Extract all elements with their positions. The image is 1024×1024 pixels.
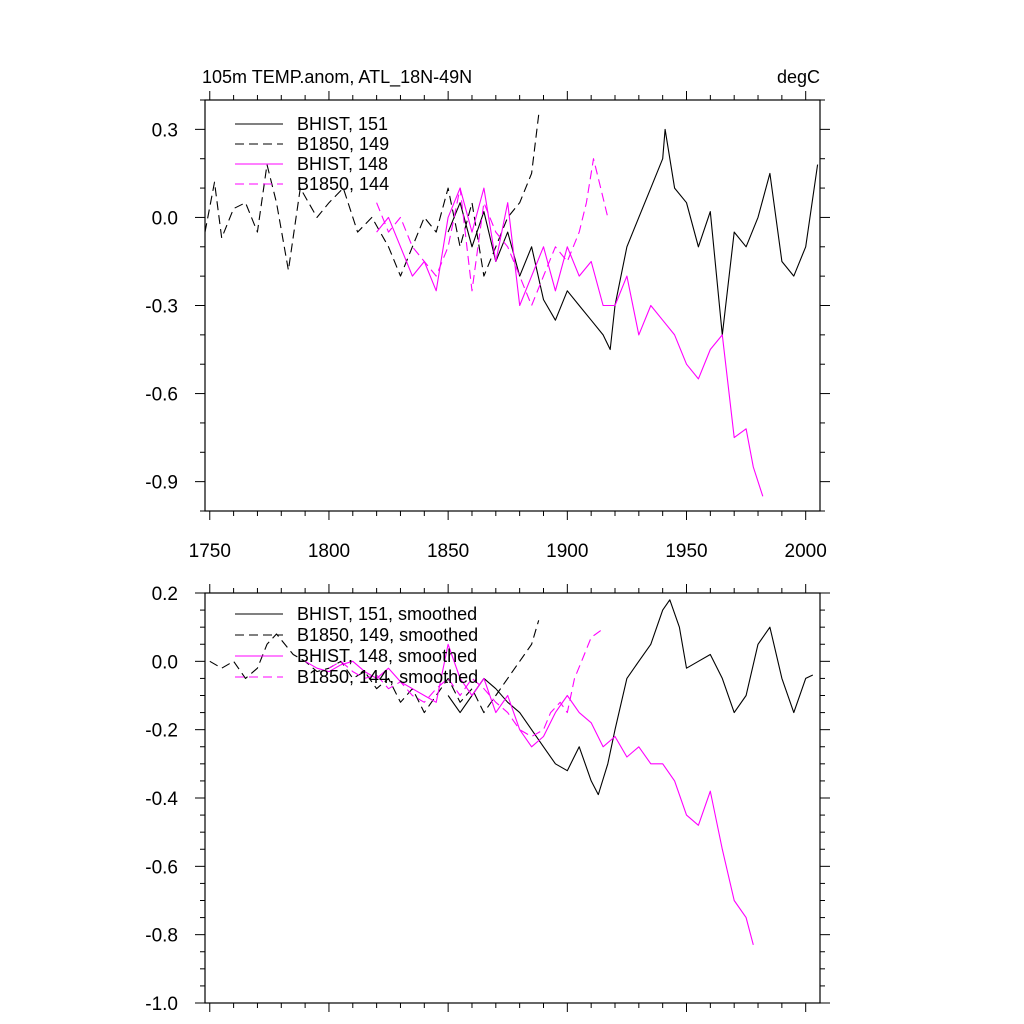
- units-label: degC: [777, 67, 820, 87]
- chart-title: 105m TEMP.anom, ATL_18N-49N: [202, 67, 472, 88]
- legend-label: BHIST, 151, smoothed: [297, 604, 477, 624]
- legend-label: B1850, 149, smoothed: [297, 625, 478, 645]
- y-tick-label: -0.6: [145, 857, 178, 878]
- series-line-2: [209, 620, 540, 714]
- x-tick-label: 1800: [308, 541, 350, 562]
- series-line-1: [447, 128, 819, 351]
- y-tick-label: -0.6: [145, 385, 178, 406]
- y-tick-label: 0.3: [152, 120, 178, 141]
- y-tick-label: 0.0: [152, 652, 178, 673]
- y-tick-label: -0.3: [145, 297, 178, 318]
- y-tick-label: 0.2: [152, 584, 178, 605]
- x-tick-label: 1750: [189, 541, 231, 562]
- y-tick-label: -0.8: [145, 926, 178, 947]
- legend-label: B1850, 149: [297, 134, 389, 154]
- legend-label: BHIST, 148, smoothed: [297, 646, 477, 666]
- y-tick-label: -0.4: [145, 789, 178, 810]
- series-line-2: [204, 114, 540, 277]
- y-tick-label: 0.0: [152, 208, 178, 229]
- legend-label: BHIST, 151: [297, 114, 388, 134]
- series-line-1: [447, 599, 814, 796]
- x-tick-label: 1850: [427, 541, 469, 562]
- y-tick-label: -0.2: [145, 721, 178, 742]
- series-line-4: [376, 158, 609, 307]
- top-panel: 0.3 0.0 -0.3 -0.6 -0.9 1750 1800 1850 1900 1950 20…: [145, 67, 830, 562]
- x-tick-label: 1950: [665, 541, 707, 562]
- legend-label: BHIST, 148: [297, 154, 388, 174]
- legend-label: B1850, 144, smoothed: [297, 667, 478, 687]
- x-tick-label: 2000: [785, 541, 827, 562]
- y-tick-label: -0.9: [145, 473, 178, 494]
- series-line-4: [328, 630, 602, 738]
- y-tick-label: -1.0: [145, 994, 178, 1015]
- series-line-3: [376, 187, 764, 497]
- bottom-panel: 0.2 0.0 -0.2 -0.4 -0.6 -0.8 -1.0 BHIST, 151, sm…: [145, 584, 830, 1015]
- x-tick-label: 1900: [546, 541, 588, 562]
- series-line-3: [304, 643, 754, 946]
- legend-label: B1850, 144: [297, 174, 389, 194]
